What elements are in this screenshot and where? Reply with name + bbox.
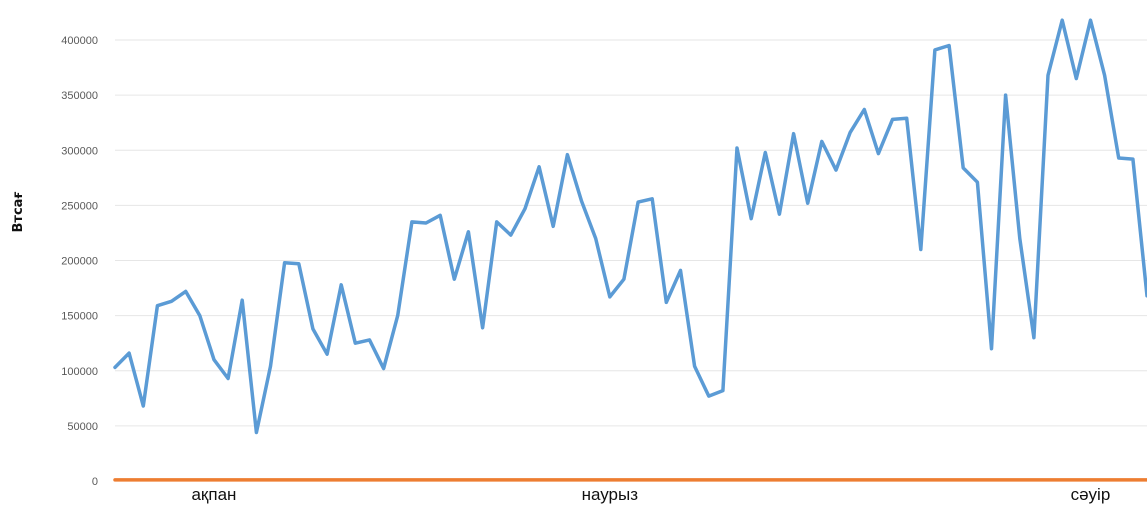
series-line bbox=[113, 18, 1147, 435]
x-tick-label: наурыз bbox=[582, 485, 639, 504]
x-tick-label: ақпан bbox=[191, 485, 236, 504]
y-tick-label: 150000 bbox=[61, 311, 98, 323]
x-tick-label: сәуір bbox=[1071, 485, 1111, 504]
y-axis-ticks: 0 50000 100000 150000 200000 250000 300000 3500… bbox=[61, 35, 98, 488]
series-layer bbox=[113, 18, 1147, 482]
y-tick-label: 100000 bbox=[61, 366, 98, 378]
y-axis-label: Втсағ bbox=[11, 192, 26, 233]
y-tick-label: 250000 bbox=[61, 200, 98, 212]
y-tick-label: 200000 bbox=[61, 256, 98, 268]
y-tick-label: 350000 bbox=[61, 90, 98, 102]
x-axis-ticks: ақпан наурыз сәуір bbox=[191, 485, 1110, 504]
y-tick-label: 400000 bbox=[61, 35, 98, 47]
y-tick-label: 50000 bbox=[67, 421, 98, 433]
y-tick-label: 0 bbox=[92, 476, 98, 488]
gridlines bbox=[115, 39, 1147, 482]
y-tick-label: 300000 bbox=[61, 145, 98, 157]
